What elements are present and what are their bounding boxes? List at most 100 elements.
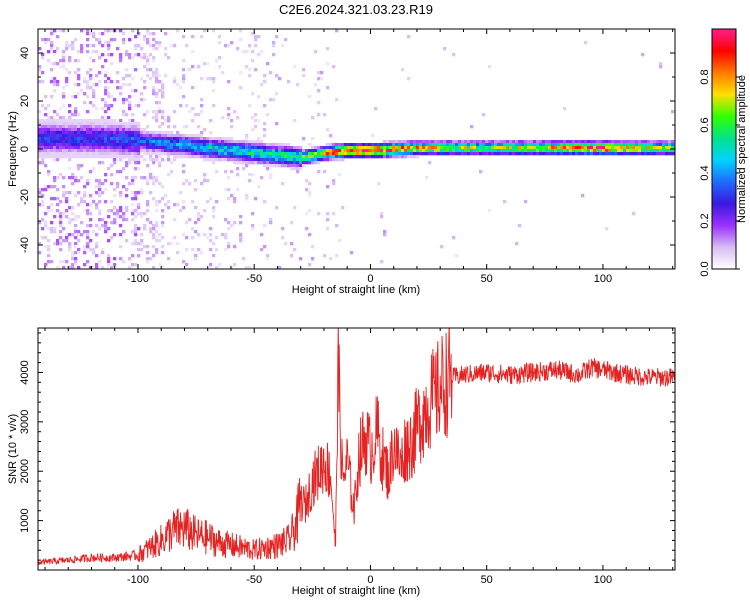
- spectrogram-cell: [104, 227, 108, 231]
- spectrogram-cell: [269, 71, 273, 75]
- spectrogram-cell: [503, 149, 507, 153]
- spectrogram-cell: [224, 143, 228, 147]
- spectrogram-cell: [71, 266, 75, 269]
- spectrogram-cell: [134, 239, 138, 243]
- spectrogram-cell: [89, 149, 93, 153]
- spectrogram-cell: [242, 149, 246, 153]
- spectrogram-cell: [359, 146, 363, 150]
- spectrogram-cell: [65, 197, 69, 201]
- spectrogram-cell: [653, 140, 657, 144]
- spectrogram-cell: [161, 197, 165, 201]
- spectrogram-cell: [107, 134, 111, 138]
- spectrogram-cell: [317, 146, 321, 150]
- spectrogram-cell: [107, 47, 111, 51]
- spectrogram-cell: [77, 155, 81, 159]
- spectrogram-cell: [137, 128, 141, 132]
- spectrogram-cell: [122, 77, 126, 81]
- spectrogram-cell: [464, 143, 468, 147]
- spectrogram-cell: [239, 158, 243, 162]
- spectrogram-cell: [44, 38, 48, 42]
- spectrogram-cell: [308, 263, 312, 267]
- spectrogram-cell: [221, 137, 225, 141]
- spectrogram-cell: [179, 137, 183, 141]
- spectrogram-cell: [545, 149, 549, 153]
- spectrogram-cell: [41, 155, 45, 159]
- spectrogram-cell: [278, 77, 282, 81]
- spectrogram-cell: [662, 149, 666, 153]
- spectrogram-cell: [359, 152, 363, 156]
- spectrogram-cell: [233, 140, 237, 144]
- spectrogram-cell: [260, 146, 264, 150]
- colorbar-tick-label: 0.2: [699, 213, 711, 228]
- spectrogram-cell: [44, 146, 48, 150]
- spectrogram-cell: [626, 152, 630, 156]
- spectrogram-cell: [533, 140, 537, 144]
- spectrogram-cell: [323, 155, 327, 159]
- spectrogram-cell: [305, 149, 309, 153]
- spectrogram-cell: [578, 140, 582, 144]
- spectrogram-cell: [158, 101, 162, 105]
- spectrogram-cell: [302, 161, 306, 165]
- spectrogram-cell: [50, 197, 54, 201]
- spectrogram-cell: [320, 158, 324, 162]
- spectrogram-cell: [227, 242, 231, 246]
- spectrogram-cell: [434, 146, 438, 150]
- spectrogram-cell: [611, 143, 615, 147]
- spectrogram-cell: [356, 143, 360, 147]
- spectrogram-cell: [644, 143, 648, 147]
- spectrogram-cell: [146, 41, 150, 45]
- spectrogram-cell: [122, 146, 126, 150]
- spectrogram-cell: [236, 188, 240, 192]
- spectrogram-cell: [128, 83, 132, 87]
- spectrogram-cell: [206, 140, 210, 144]
- spectrogram-cell: [134, 143, 138, 147]
- spectrogram-cell: [362, 152, 366, 156]
- spectrogram-cell: [410, 149, 414, 153]
- spectrogram-cell: [224, 236, 228, 240]
- spectrogram-cell: [68, 122, 72, 126]
- spectrogram-cell: [89, 266, 93, 269]
- spectrogram-cell: [134, 140, 138, 144]
- spectrogram-cell: [98, 209, 102, 213]
- spectrogram-cell: [95, 125, 99, 129]
- spectrogram-cell: [74, 137, 78, 141]
- spectrogram-cell: [71, 182, 75, 186]
- spectrogram-cell: [53, 155, 57, 159]
- spectrogram-cell: [146, 149, 150, 153]
- spectrogram-cell: [143, 137, 147, 141]
- spectrogram-cell: [623, 146, 627, 150]
- spectrogram-cell: [155, 155, 159, 159]
- spectrogram-cell: [152, 86, 156, 90]
- spectrogram-cell: [98, 131, 102, 135]
- spectrogram-cell: [53, 50, 57, 54]
- spectrogram-cell: [254, 68, 258, 72]
- spectrogram-cell: [56, 143, 60, 147]
- spectrogram-cell: [515, 143, 519, 147]
- spectrogram-cell: [539, 143, 543, 147]
- spectrogram-cell: [641, 143, 645, 147]
- spectrogram-cell: [59, 248, 63, 252]
- spectrogram-cell: [176, 134, 180, 138]
- spectrogram-cell: [125, 68, 129, 72]
- spectrogram-cell: [176, 29, 180, 33]
- spectrogram-cell: [359, 155, 363, 159]
- spectrogram-cell: [326, 212, 330, 216]
- spectrogram-cell: [488, 149, 492, 153]
- spectrogram-cell: [593, 152, 597, 156]
- spectrogram-cell: [191, 152, 195, 156]
- spectrogram-cell: [317, 161, 321, 165]
- spectrogram-cell: [92, 59, 96, 63]
- spectrogram-cell: [491, 152, 495, 156]
- spectrogram-cell: [389, 152, 393, 156]
- spectrogram-cell: [431, 140, 435, 144]
- spectrogram-cell: [248, 161, 252, 165]
- spectrogram-cell: [521, 152, 525, 156]
- spectrogram-cell: [575, 152, 579, 156]
- spectrogram-cell: [44, 224, 48, 228]
- spectrogram-cell: [245, 143, 249, 147]
- spectrogram-cell: [182, 125, 186, 129]
- spectrogram-cell: [77, 137, 81, 141]
- spectrogram-cell: [656, 143, 660, 147]
- spectrogram-cell: [89, 152, 93, 156]
- spectrogram-cell: [95, 146, 99, 150]
